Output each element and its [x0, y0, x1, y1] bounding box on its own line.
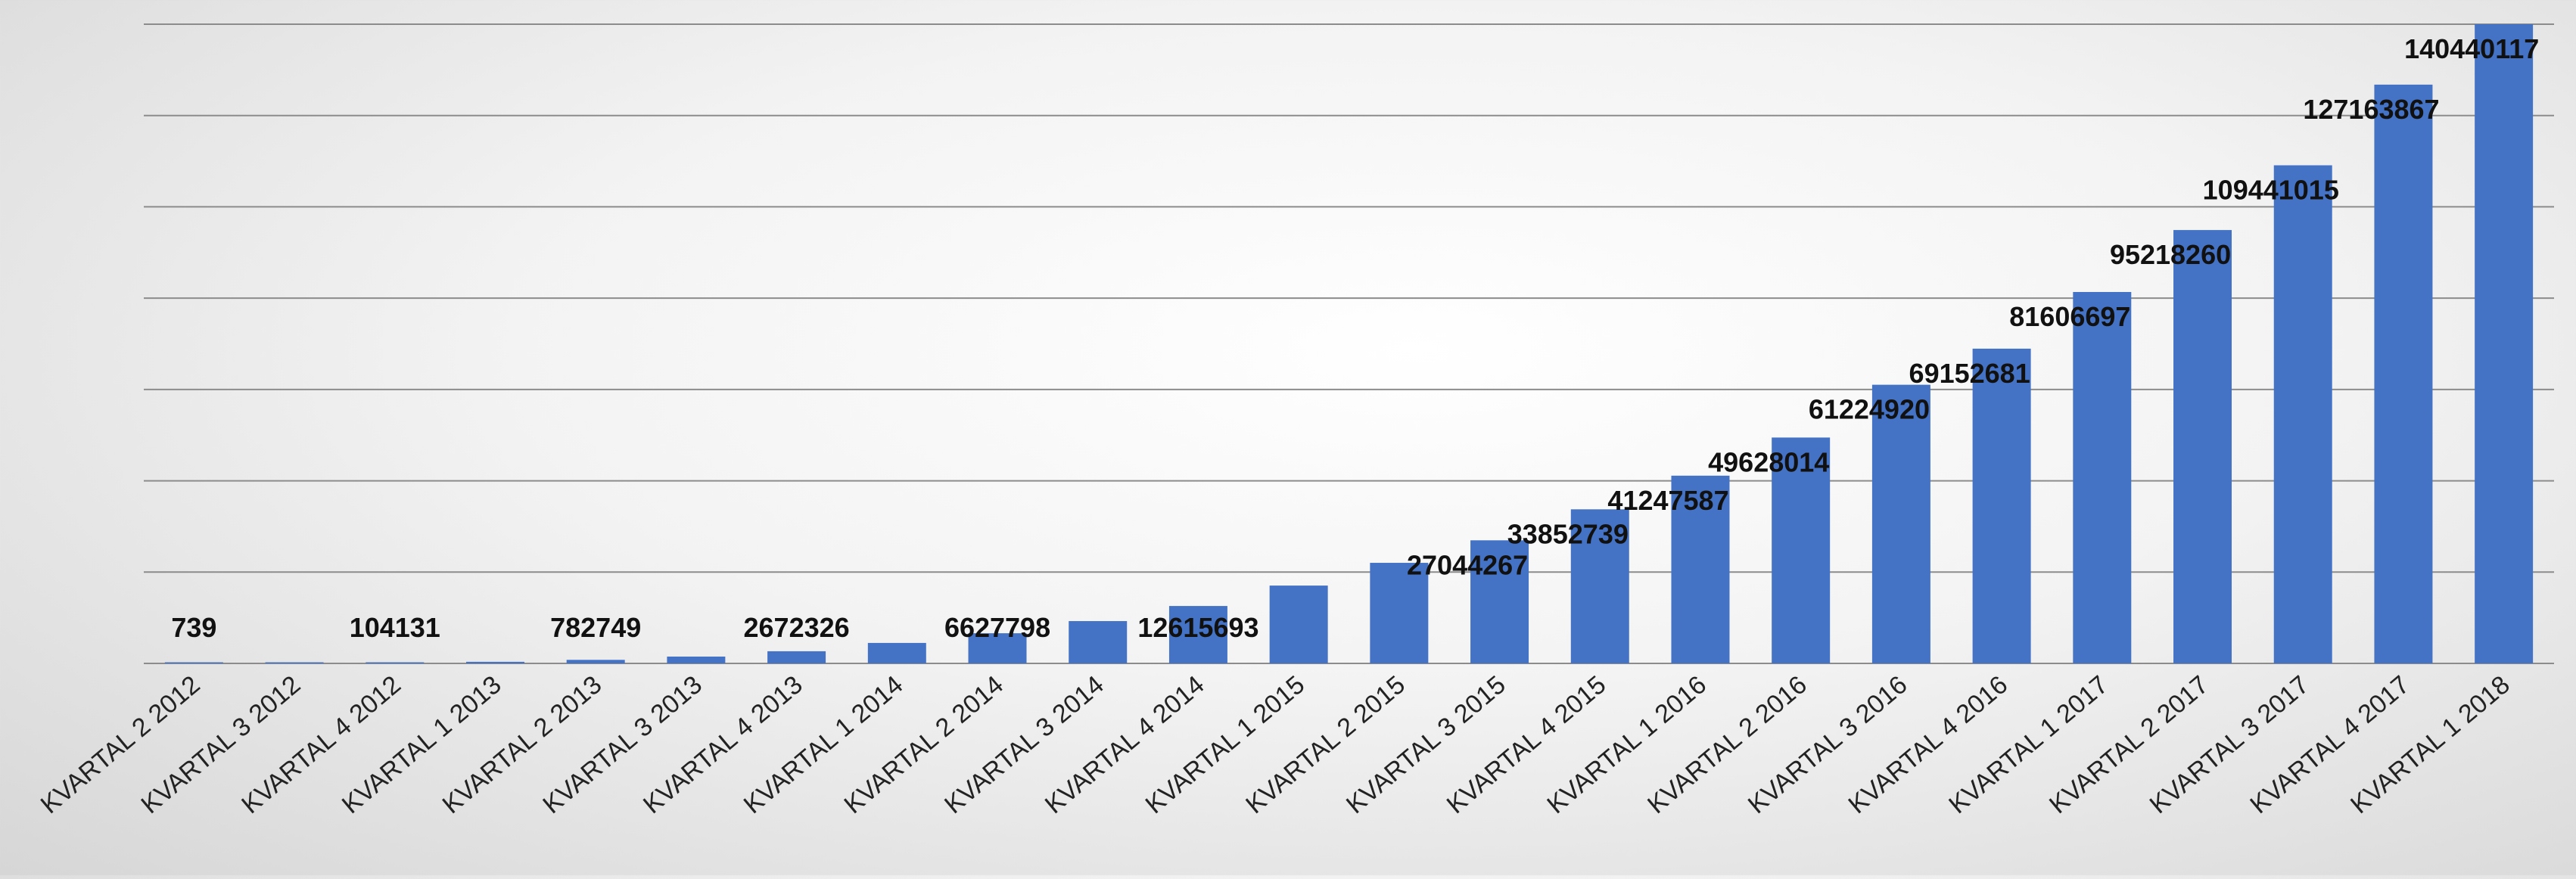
bar [1370, 563, 1429, 663]
data-label: 140440117 [2404, 33, 2539, 64]
data-label: 6627798 [944, 612, 1050, 643]
bar [164, 662, 223, 663]
bar [265, 662, 324, 663]
bar [1871, 384, 1930, 663]
bar [2475, 24, 2534, 663]
data-label: 27044267 [1407, 549, 1528, 580]
bar [366, 662, 425, 663]
bar [1671, 475, 1730, 663]
gridlines [144, 23, 2554, 664]
bar [1470, 540, 1529, 663]
bar [566, 660, 625, 663]
data-label: 81606697 [2009, 301, 2130, 332]
bar [1972, 348, 2031, 663]
data-labels: 739 104131 782749 2672326 6627798 12615693 270… [171, 33, 2539, 643]
bar [1269, 585, 1328, 663]
bars [164, 24, 2534, 664]
data-label: 104131 [350, 612, 440, 643]
bar [465, 661, 524, 663]
data-label: 95218260 [2110, 239, 2231, 270]
data-label: 127163867 [2303, 94, 2439, 125]
bar [667, 656, 726, 663]
bar [2374, 84, 2433, 663]
data-label: 49628014 [1708, 446, 1829, 477]
data-label: 33852739 [1507, 518, 1629, 549]
data-label: 782749 [550, 612, 641, 643]
bar [2173, 230, 2232, 664]
data-label: 69152681 [1909, 358, 2030, 389]
data-label: 41247587 [1607, 485, 1728, 516]
bar [2273, 165, 2332, 663]
data-label: 61224920 [1809, 394, 1930, 425]
bar [867, 642, 926, 663]
bar [1570, 509, 1629, 663]
bar [2073, 291, 2132, 663]
data-label: 109441015 [2203, 175, 2339, 206]
data-label: 2672326 [744, 612, 850, 643]
bar [767, 651, 826, 663]
bar [968, 633, 1027, 663]
bar [1772, 437, 1831, 663]
data-label: 739 [171, 612, 216, 643]
data-label: 12615693 [1137, 612, 1258, 643]
bar [1069, 621, 1128, 663]
bar [1168, 606, 1227, 663]
